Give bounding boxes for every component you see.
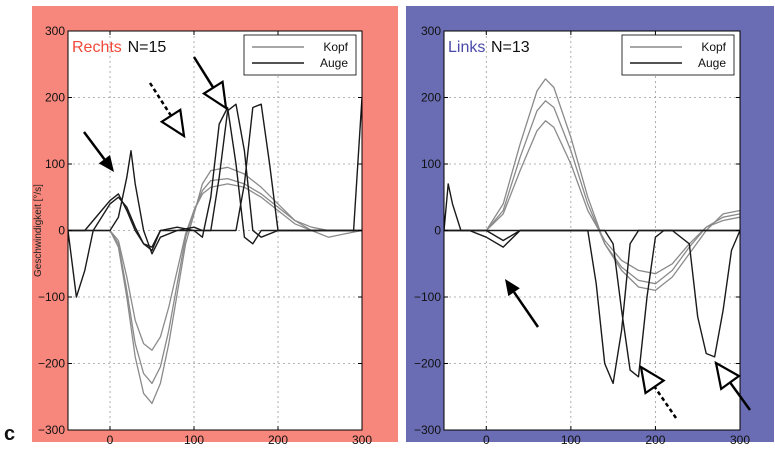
legend-box [243,34,357,76]
annotation-arrows [83,56,752,419]
x-tick-label: 300 [352,433,372,447]
chart-title-n: N=13 [491,39,530,56]
y-tick-label: −300 [414,423,441,437]
series-line-kopf [68,166,362,405]
legend-box [621,34,735,76]
x-tick-label: 100 [561,433,581,447]
y-tick-label: −200 [38,357,65,371]
legend-label: Auge [698,56,726,70]
arrow-open-right-shaft [192,56,215,89]
x-tick-label: 200 [645,433,665,447]
series-line-auge [68,97,362,255]
series-line-kopf [444,100,740,285]
chart-title-n: N=15 [128,39,167,56]
y-tick-label: 100 [421,157,441,171]
arrow-open-right-head [201,79,228,111]
series-line-kopf [444,120,740,275]
x-tick-label: 200 [268,433,288,447]
y-tick-label: −100 [414,290,441,304]
arrow-filled-right-head [98,155,114,172]
y-tick-label: 0 [434,224,441,238]
series-line-auge [444,229,740,358]
chart-title-word: Links [448,39,485,56]
arrow-filled-left-shaft [513,291,540,328]
arrow-open-left-shaft [729,381,752,411]
series-line-kopf [444,78,740,292]
series-group [68,97,362,405]
y-tick-label: −300 [38,423,65,437]
panel-label: c [4,423,16,445]
legend-label: Kopf [323,40,348,54]
legend-label: Auge [320,56,348,70]
x-tick-label: 100 [184,433,204,447]
x-tick-label: 0 [483,433,490,447]
y-tick-label: 200 [421,91,441,105]
series-group [444,78,740,385]
arrow-open-left-head [714,360,742,391]
x-tick-label: 300 [730,433,750,447]
legend: Kopf Auge [243,34,357,76]
y-tick-label: 300 [45,24,65,38]
y-tick-label: 0 [58,224,65,238]
arrow-open-dashed-left-shaft [653,386,678,419]
x-tick-label: 0 [107,433,114,447]
legend: Kopf Auge [621,34,735,76]
y-tick-label: −100 [38,290,65,304]
series-line-auge [68,103,362,298]
series-line-kopf [68,183,362,351]
arrow-filled-left-head [505,279,520,297]
chart-title-word: Rechts [72,39,122,56]
y-axis-label: Geschwindigkeit [°/s] [33,184,44,277]
chart-panel-left: 0 100 200 300 −300 −200 −100 0 100 200 300 Links N=1… [406,6,774,447]
arrow-open-dashed-right-head [159,108,186,139]
y-tick-label: 200 [45,91,65,105]
y-tick-label: −200 [414,357,441,371]
y-tick-label: 100 [45,157,65,171]
arrow-filled-right-shaft [83,131,106,160]
legend-label: Kopf [701,40,726,54]
arrow-open-dashed-left-head [639,364,666,395]
y-tick-label: 300 [421,24,441,38]
chart-panel-right: 0 100 200 300 −300 −200 −100 0 100 200 300 Geschwin… [32,6,398,447]
